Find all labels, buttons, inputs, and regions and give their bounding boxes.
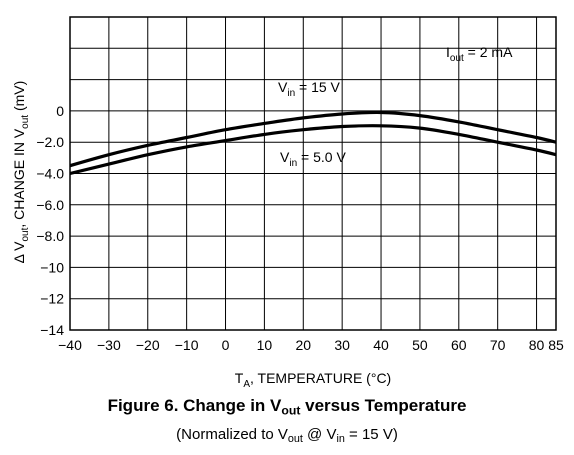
x-tick-label: 80 xyxy=(529,337,545,353)
x-axis-label: TA, TEMPERATURE (°C) xyxy=(235,370,391,390)
x-tick-labels: −40 −30 −20 −10 0 10 20 30 40 50 60 70 80 85 xyxy=(58,337,564,353)
x-tick-label: −30 xyxy=(97,337,121,353)
y-tick-label: −6.0 xyxy=(36,197,64,213)
series-labels: Vin = 15 V Vin = 5.0 V xyxy=(278,79,346,169)
grid-lines xyxy=(69,16,557,331)
y-tick-label: −8.0 xyxy=(36,228,64,244)
x-tick-label: −40 xyxy=(58,337,82,353)
y-axis-label: Δ Vout, CHANGE IN Vout (mV) xyxy=(11,81,31,264)
y-tick-label: −10 xyxy=(40,259,64,275)
figure-title: Figure 6. Change in Vout versus Temperat… xyxy=(107,396,467,418)
x-tick-label: 70 xyxy=(490,337,506,353)
x-tick-label: 60 xyxy=(451,337,467,353)
series-line-2 xyxy=(69,124,557,176)
x-tick-label: 30 xyxy=(334,337,350,353)
chart-svg: −40 −30 −20 −10 0 10 20 30 40 50 60 70 80 85 0 −2.0 −4.… xyxy=(11,16,564,390)
series-label-2: Vin = 5.0 V xyxy=(280,149,346,169)
x-tick-label: −20 xyxy=(136,337,160,353)
y-tick-labels: 0 −2.0 −4.0 −6.0 −8.0 −10 −12 −14 xyxy=(36,103,64,338)
y-tick-label: −4.0 xyxy=(36,166,64,182)
series-label-1: Vin = 15 V xyxy=(278,79,341,99)
curves xyxy=(69,110,557,176)
x-tick-label: 85 xyxy=(548,337,564,353)
y-tick-label: 0 xyxy=(56,103,64,119)
plot-frame xyxy=(69,16,557,331)
x-tick-label: 40 xyxy=(373,337,389,353)
y-tick-label: −2.0 xyxy=(36,134,64,150)
x-tick-label: −10 xyxy=(175,337,199,353)
figure-subtitle: (Normalized to Vout @ Vin = 15 V) xyxy=(176,426,398,446)
y-tick-label: −14 xyxy=(40,322,64,338)
y-tick-label: −12 xyxy=(40,291,64,307)
annotation-iout: Iout = 2 mA xyxy=(446,44,513,64)
x-tick-label: 20 xyxy=(295,337,311,353)
x-tick-label: 50 xyxy=(412,337,428,353)
x-tick-label: 10 xyxy=(257,337,273,353)
x-tick-label: 0 xyxy=(222,337,230,353)
series-line-1 xyxy=(69,110,557,168)
